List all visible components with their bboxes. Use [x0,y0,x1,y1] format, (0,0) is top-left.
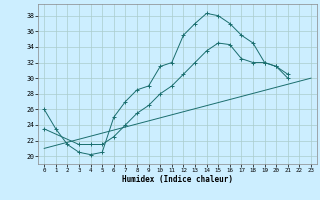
X-axis label: Humidex (Indice chaleur): Humidex (Indice chaleur) [122,175,233,184]
